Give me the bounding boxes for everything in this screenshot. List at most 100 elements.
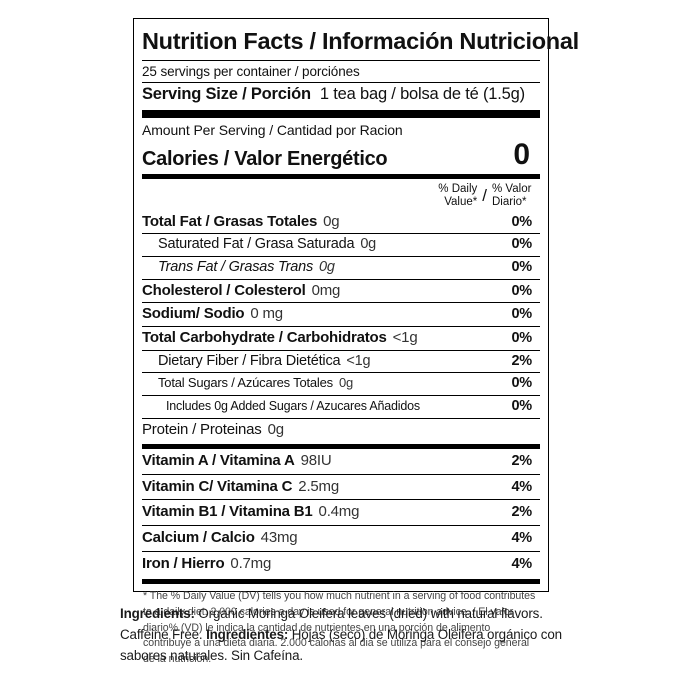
daily-value-header-english: % Daily Value* [438,183,477,211]
nutrient-label: Cholesterol / Colesterol 0mg [142,282,340,300]
table-row: Saturated Fat / Grasa Saturada 0g 0% [142,233,540,256]
table-row: Vitamin A / Vitamina A 98IU 2% [142,449,540,474]
nutrient-name: Vitamin C/ Vitamina C [142,477,293,495]
nutrient-name: Saturated Fat / Grasa Saturada [158,236,355,253]
nutrient-name: Total Carbohydrate / Carbohidratos [142,328,387,346]
table-row: Total Carbohydrate / Carbohidratos <1g 0% [142,325,540,350]
nutrient-percent: 0% [511,306,532,323]
table-row: Vitamin C/ Vitamina C 2.5mg 4% [142,473,540,500]
nutrient-label: Protein / Proteinas 0g [142,421,284,439]
table-row: Protein / Proteinas 0g [142,417,540,441]
dv-header-es-line1: % Valor [492,182,532,195]
nutrient-percent: 0% [511,258,532,275]
nutrient-amount: <1g [392,328,418,346]
nutrient-amount: 0g [319,258,335,275]
nutrient-name: Sodium/ Sodio [142,305,245,323]
nutrient-percent: 0% [511,375,532,392]
thick-divider-calories-bottom [142,173,540,179]
servings-per-container: 25 servings per container / porciónes [142,63,360,79]
thick-divider-calories-top [142,110,540,119]
nutrient-amount: 0g [338,375,353,391]
nutrient-amount: 0 mg [250,305,283,323]
ingredients-text-spanish: Hojas (seco) de Moringa Oleifera orgánic… [120,626,562,663]
nutrient-label: Total Carbohydrate / Carbohidratos <1g [142,329,417,347]
nutrient-percent: 4% [511,478,532,495]
thick-divider-vitamins-top [142,444,540,449]
nutrient-label: Includes 0g Added Sugars / Azucares Añad… [142,399,426,414]
daily-value-footnote: * The % Daily Value (DV) tells you how m… [143,590,536,665]
table-row: Trans Fat / Grasas Trans 0g 0% [142,255,540,279]
nutrient-name: Total Sugars / Azúcares Totales [158,375,333,391]
nutrient-percent: 2% [511,352,532,369]
daily-value-header: % Daily Value* / % Valor Diario* [142,179,540,211]
table-row: Sodium/ Sodio 0 mg 0% [142,302,540,326]
nutrient-label: Saturated Fat / Grasa Saturada 0g [142,236,376,254]
nutrient-name: Dietary Fiber / Fibra Dietética [158,352,341,369]
serving-size-value: 1 tea bag / bolsa de té (1.5g) [319,84,525,103]
nutrient-percent: 4% [511,555,532,572]
nutrient-label: Vitamin A / Vitamina A 98IU [142,452,331,470]
divider-under-servings [142,81,540,83]
nutrient-percent: 4% [511,530,532,547]
table-row: Calcium / Calcio 43mg 4% [142,525,540,551]
nutrient-label: Vitamin B1 / Vitamina B1 0.4mg [142,503,359,521]
nutrient-label: Vitamin C/ Vitamina C 2.5mg [142,478,339,496]
calories-label: Calories / Valor Energético [142,147,388,170]
table-row: Cholesterol / Colesterol 0mg 0% [142,278,540,303]
table-row: Vitamin B1 / Vitamina B1 0.4mg 2% [142,499,540,525]
nutrient-name: Includes 0g Added Sugars / Azucares Añad… [166,399,420,414]
dv-header-es-line2: Diario* [492,196,527,209]
nutrient-amount: 0g [323,212,340,230]
serving-size-label: Serving Size / Porción [142,84,311,103]
calories-value: 0 [513,137,530,171]
nutrient-name: Vitamin A / Vitamina A [142,452,295,469]
thick-divider-footnote-top [142,579,540,585]
nutrition-panel-inner: Nutrition Facts / Información Nutriciona… [134,19,579,665]
daily-value-header-spanish: % Valor Diario* [492,183,540,211]
dv-header-line1: % Daily [438,182,478,195]
nutrient-amount: 0.7mg [230,554,272,572]
nutrient-amount: 0mg [311,281,341,299]
nutrient-label: Total Fat / Grasas Totales 0g [142,213,339,231]
ingredients-block: Ingredients: Organic Moringa Oleifera le… [120,604,570,666]
nutrient-percent: 2% [511,453,532,469]
nutrient-amount: 2.5mg [298,477,339,495]
nutrient-label: Trans Fat / Grasas Trans 0g [142,259,335,277]
nutrient-amount: 98IU [300,452,332,469]
nutrient-name: Protein / Proteinas [142,420,262,438]
nutrient-percent: 0% [511,282,532,299]
nutrient-amount: 0g [360,236,377,253]
nutrient-name: Total Fat / Grasas Totales [142,212,318,230]
nutrient-name: Vitamin B1 / Vitamina B1 [142,503,313,521]
ingredients-text-english: Organic Moringa Oleifera leaves (dried) … [120,606,543,642]
table-row: Total Sugars / Azúcares Totales 0g 0% [142,372,540,395]
nutrient-name: Calcium / Calcio [142,529,255,547]
nutrient-name: Cholesterol / Colesterol [142,281,306,299]
nutrition-facts-title: Nutrition Facts / Información Nutriciona… [142,28,579,54]
nutrient-label: Sodium/ Sodio 0 mg [142,305,283,323]
nutrient-amount: <1g [346,352,371,369]
nutrient-percent: 0% [511,398,532,415]
nutrient-label: Dietary Fiber / Fibra Dietética <1g [142,353,370,371]
table-row: Includes 0g Added Sugars / Azucares Añad… [142,395,540,418]
serving-size-row: Serving Size / Porción 1 tea bag / bolsa … [142,83,540,108]
nutrient-name: Iron / Hierro [142,554,225,572]
nutrient-label: Calcium / Calcio 43mg [142,529,297,547]
nutrient-amount: 0.4mg [318,503,360,521]
ingredients-label-english: Ingredients: [120,606,195,621]
divider-under-title [142,59,540,61]
nutrient-percent: 0% [511,329,532,346]
table-row: Dietary Fiber / Fibra Dietética <1g 2% [142,349,540,373]
nutrition-facts-panel: Nutrition Facts / Información Nutriciona… [133,18,579,665]
calories-row: Calories / Valor Energético 0 [142,137,540,174]
table-row: Total Fat / Grasas Totales 0g 0% [142,211,540,234]
ingredients-label-spanish: Ingredientes: [206,626,289,642]
nutrient-label: Total Sugars / Azúcares Totales 0g [142,375,353,391]
nutrient-amount: 43mg [260,529,298,547]
nutrient-percent: 2% [511,504,532,521]
table-row: Iron / Hierro 0.7mg 4% [142,550,540,577]
nutrient-amount: 0g [267,420,284,438]
amount-per-serving-label: Amount Per Serving / Cantidad por Racion [142,122,403,139]
dv-header-line2: Value* [444,196,478,209]
nutrient-label: Iron / Hierro 0.7mg [142,555,271,573]
